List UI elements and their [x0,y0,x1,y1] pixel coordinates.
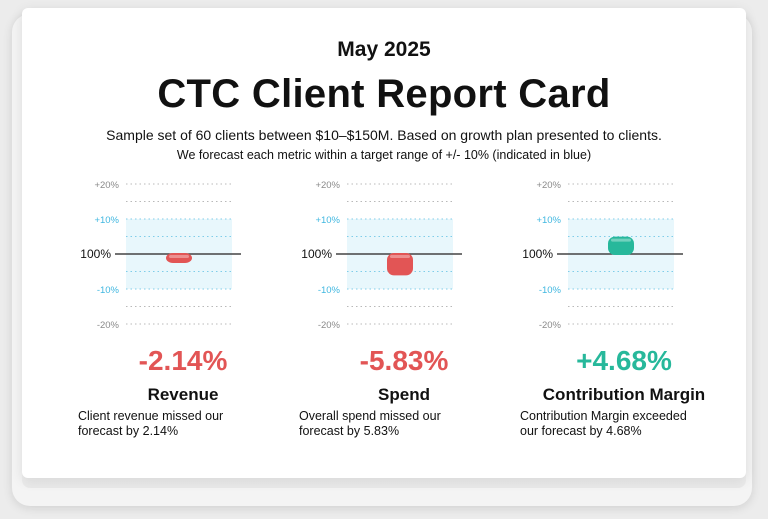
contribution-margin-description: Contribution Margin exceeded our forecas… [520,409,687,438]
tick-label: +10% [315,215,340,226]
report-date: May 2025 [337,38,431,61]
tick-label: 100% [522,247,553,261]
target-range-note: We forecast each metric within a target … [176,148,592,162]
spend-percent: -5.83% [359,345,449,376]
tick-label: -20% [539,320,562,331]
tick-label: +10% [94,215,119,226]
revenue-percent: -2.14% [138,345,228,376]
tick-label: -20% [97,320,120,331]
tick-label: -20% [318,320,341,331]
value-marker [387,253,413,276]
tick-label: -10% [318,285,341,296]
tick-label: +10% [536,215,561,226]
marker-highlight [169,255,189,258]
tick-label: +20% [315,180,340,191]
contribution-margin-label: Contribution Margin [542,385,706,404]
spend-label: Spend [378,385,430,404]
spend-description: Overall spend missed our forecast by 5.8… [299,409,441,438]
tick-label: +20% [536,180,561,191]
value-marker [608,236,634,255]
value-marker [166,253,192,263]
marker-highlight [390,255,410,258]
report-card: May 2025 CTC Client Report Card Sample s… [22,8,746,478]
tick-label: 100% [80,247,111,261]
tick-label: +20% [94,180,119,191]
page-title: CTC Client Report Card [157,72,611,116]
gauge-charts: +20% +10% 100% -10% -20% +20% +10% 100% -10% -20%… [80,180,683,331]
revenue-label: Revenue [147,385,219,404]
gauge-spend: +20% +10% 100% -10% -20% [301,180,462,331]
marker-highlight [611,238,631,242]
contribution-margin-percent: +4.68% [576,345,672,376]
tick-label: -10% [539,285,562,296]
tick-label: -10% [97,285,120,296]
subtitle: Sample set of 60 clients between $10–$15… [106,127,662,143]
gauge-contribution-margin: +20% +10% 100% -10% -20% [522,180,683,331]
revenue-description: Client revenue missed our forecast by 2.… [78,409,224,438]
gauge-revenue: +20% +10% 100% -10% -20% [80,180,241,331]
tick-label: 100% [301,247,332,261]
